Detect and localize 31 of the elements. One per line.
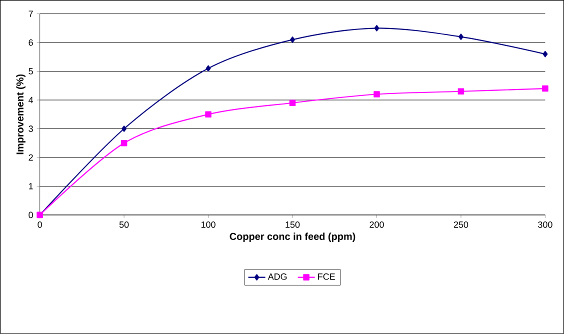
y-tick-label: 3 bbox=[28, 126, 33, 132]
point bbox=[458, 34, 464, 40]
y-tick-label: 4 bbox=[28, 96, 34, 104]
legend-label: FCE bbox=[318, 274, 335, 280]
point bbox=[374, 91, 380, 98]
point bbox=[542, 85, 548, 92]
x-tick-label: 0 bbox=[38, 222, 42, 228]
point bbox=[206, 65, 211, 72]
legend-label: ADG bbox=[268, 274, 287, 280]
point bbox=[120, 140, 128, 146]
y-tick-label: 6 bbox=[28, 39, 33, 46]
y-tick-label: 2 bbox=[28, 154, 33, 161]
x-tick-label: 150 bbox=[286, 222, 300, 228]
y-axis-title: Improvement (%) bbox=[16, 74, 26, 154]
x-tick-label: 200 bbox=[370, 222, 384, 228]
y-tick-label: 5 bbox=[28, 68, 33, 74]
point bbox=[290, 36, 296, 43]
x-tick-label: 50 bbox=[119, 222, 129, 228]
point bbox=[542, 50, 548, 58]
point bbox=[205, 111, 212, 118]
point bbox=[374, 25, 380, 32]
y-tick-label: 7 bbox=[28, 10, 33, 17]
x-tick-label: 300 bbox=[538, 222, 552, 228]
x-tick-label: 100 bbox=[201, 222, 216, 228]
y-tick-label: 0 bbox=[28, 212, 33, 218]
point bbox=[289, 100, 296, 106]
point bbox=[122, 126, 127, 132]
y-tick-label: 1 bbox=[29, 183, 33, 190]
point bbox=[458, 88, 464, 95]
x-axis-title: Copper conc in feed (ppm) bbox=[230, 232, 356, 242]
x-tick-label: 250 bbox=[454, 222, 468, 228]
